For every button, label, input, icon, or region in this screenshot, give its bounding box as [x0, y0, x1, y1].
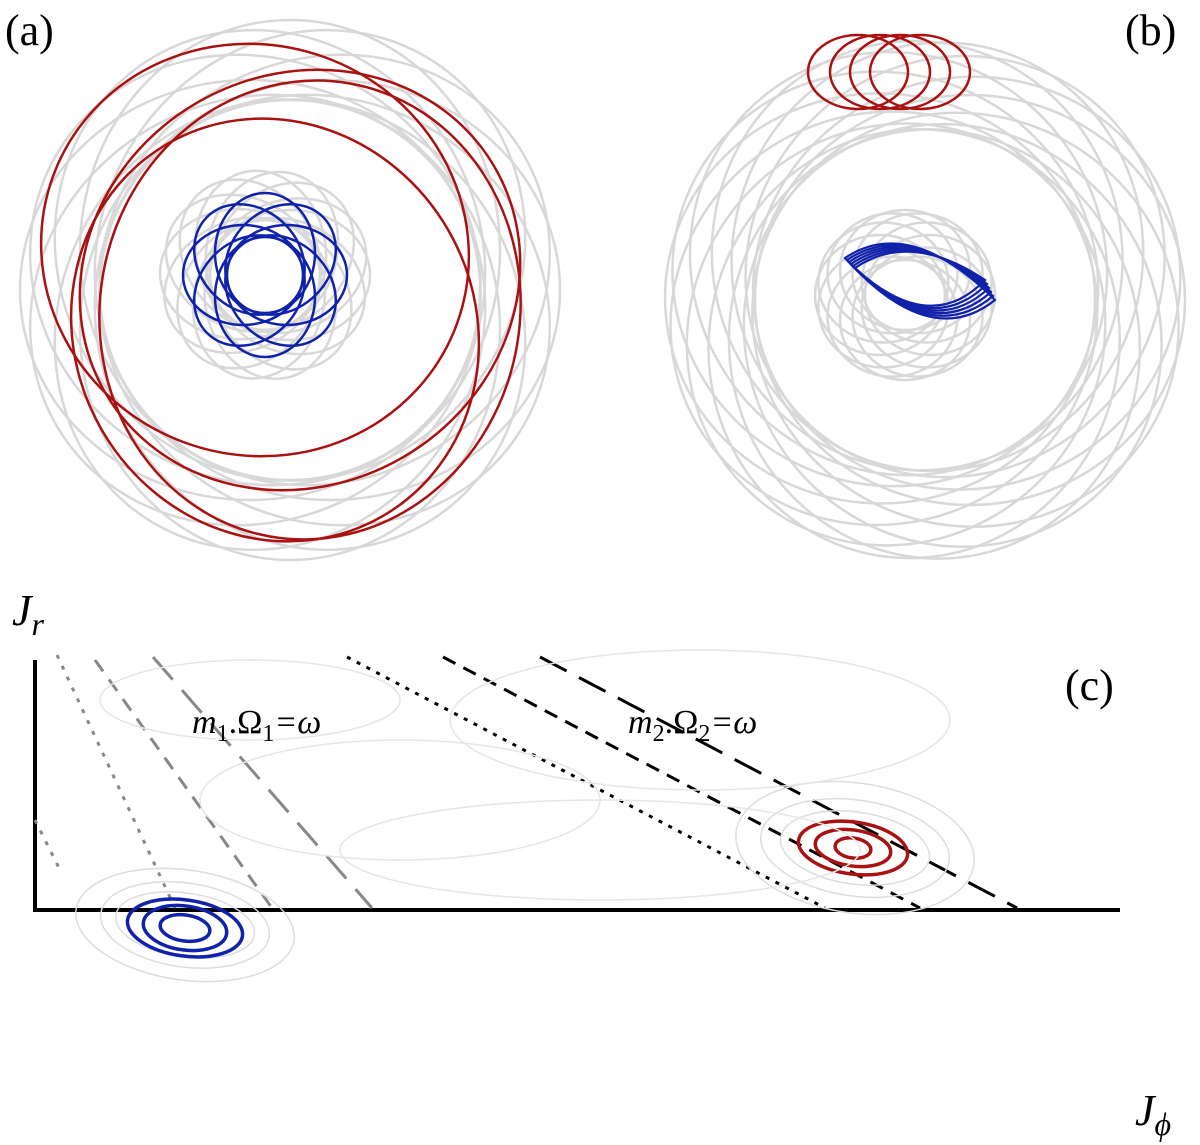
contour	[75, 867, 295, 983]
contour	[141, 903, 229, 953]
background-orbit	[838, 258, 972, 382]
resonance-line	[151, 656, 374, 909]
orbit-red	[78, 68, 522, 492]
resonance-line	[33, 819, 62, 871]
annotation-part: .Ω	[229, 704, 263, 741]
panel-label: (b)	[1125, 6, 1176, 55]
x-axis-label: Jϕ	[1135, 1086, 1171, 1142]
contour	[114, 891, 256, 959]
resonance-label: m2.Ω2=ω	[628, 704, 757, 747]
contour	[735, 780, 975, 916]
orbit-red	[828, 33, 932, 111]
resonance-line	[539, 655, 1018, 910]
orbit-red	[69, 117, 481, 543]
resonance-line	[346, 655, 826, 910]
contour	[779, 810, 931, 886]
background-orbit	[744, 54, 1166, 479]
background-orbit	[751, 75, 1182, 491]
background-orbit	[863, 233, 997, 357]
contour	[199, 739, 601, 861]
orbit-red	[806, 33, 910, 111]
resonance-line	[55, 654, 177, 909]
orbit-red	[848, 33, 952, 111]
background-orbit	[688, 50, 1109, 477]
orbit-panels	[18, 18, 1187, 562]
background-orbit	[98, 53, 552, 487]
annotation-part: m	[628, 704, 653, 741]
annotation-part: 2	[653, 721, 665, 747]
contour	[158, 912, 212, 944]
resonance-label: m1.Ω1=ω	[192, 704, 321, 747]
background-orbit	[851, 212, 984, 335]
y-axis-label: Jr	[12, 586, 45, 642]
orbit-blue	[853, 250, 987, 307]
orbit-red	[39, 42, 471, 458]
panel-c-plot	[33, 649, 1120, 983]
background-orbit	[663, 92, 1097, 505]
annotation-part: =ω	[274, 704, 321, 741]
contour	[99, 659, 401, 741]
resonance-line	[93, 659, 274, 909]
panel-label: (a)	[5, 6, 54, 55]
contour	[833, 836, 873, 860]
annotation-part: 1	[262, 721, 274, 747]
orbit-red	[98, 79, 522, 541]
annotation-part: m	[192, 704, 217, 741]
contour	[796, 819, 910, 877]
panel-label: (c)	[1065, 661, 1114, 710]
contour	[99, 881, 271, 969]
resonance-line	[442, 655, 921, 910]
contour	[759, 797, 951, 899]
background-orbit	[860, 221, 993, 344]
annotation-part: =ω	[710, 704, 757, 741]
annotation-part: .Ω	[665, 704, 699, 741]
orbit-red	[868, 33, 972, 111]
contour	[125, 897, 245, 959]
contour	[449, 649, 951, 791]
orbit-blue	[192, 202, 306, 316]
orbit-blue	[224, 202, 338, 316]
annotation-part: 1	[217, 721, 229, 747]
background-orbit	[710, 39, 1124, 472]
background-orbit	[671, 70, 1100, 488]
background-orbit	[730, 41, 1145, 473]
background-orbit	[813, 233, 947, 357]
orbit-blue	[213, 191, 317, 315]
contour	[339, 799, 861, 901]
contour	[813, 827, 893, 869]
annotation-part: 2	[698, 721, 710, 747]
